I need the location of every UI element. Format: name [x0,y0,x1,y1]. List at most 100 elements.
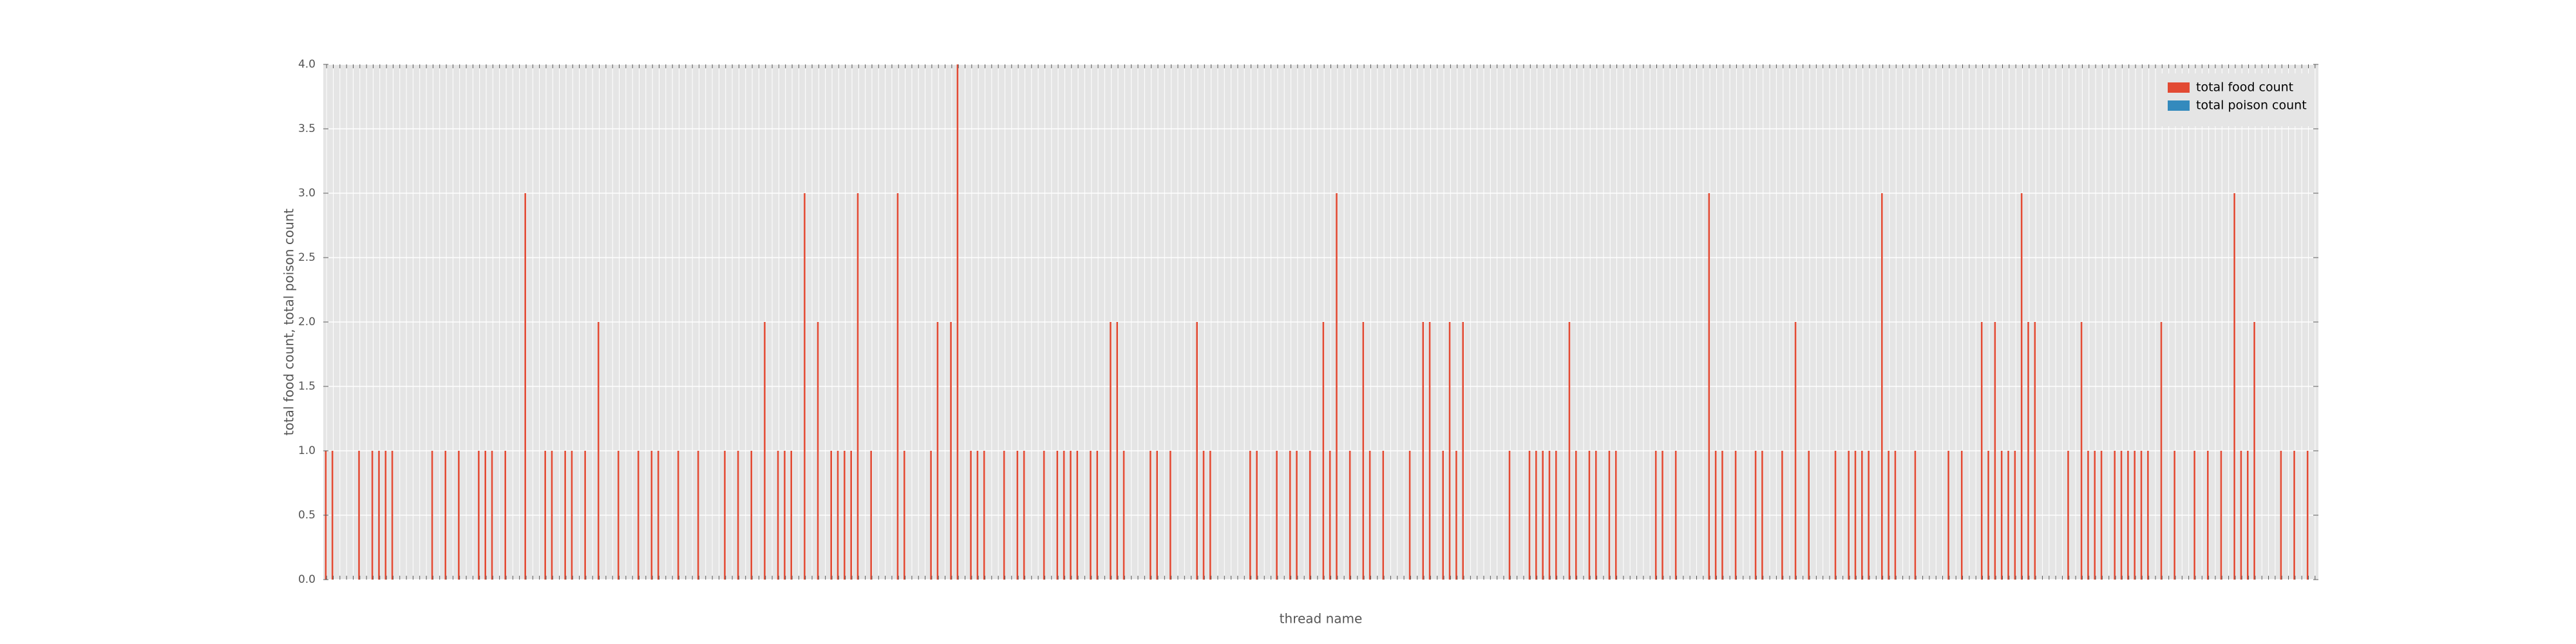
bar [484,451,487,580]
bar [378,451,380,580]
bar [2000,451,2003,580]
bar [784,451,786,580]
bar [1016,451,1019,580]
bar [1994,322,1996,580]
bar [2087,451,2089,580]
bar [1508,451,1511,580]
bar [571,451,573,580]
bar [817,322,819,580]
bar [1170,451,1171,580]
bar [2253,322,2255,580]
bar [1868,451,1870,580]
bar [391,451,393,580]
bar [1708,193,1710,580]
bar [2014,451,2016,580]
bar [2134,451,2136,580]
bar [2220,451,2222,580]
bar [1382,451,1385,580]
bar [657,451,659,580]
bar [2100,451,2103,580]
bar [478,451,480,580]
legend: total food count total poison count [2161,73,2309,126]
bar [976,451,979,580]
bar [2147,451,2149,580]
bar [1848,451,1850,580]
bar [724,451,726,580]
bar [544,451,546,580]
legend-label: total food count [2196,80,2293,95]
legend-swatch [2168,100,2190,111]
y-tick-label: 1.0 [298,444,316,457]
bar [2280,451,2282,580]
bar [750,451,753,580]
y-tick-label: 2.0 [298,316,316,328]
bar [2293,451,2295,580]
bar [1548,451,1551,580]
bar [1196,322,1198,580]
bar [1368,451,1371,580]
bar [1555,451,1557,580]
bar [491,451,493,580]
bar [1329,451,1331,580]
bar [1721,451,1723,580]
y-tick-label: 3.0 [298,187,316,200]
bar [1528,451,1531,580]
bar [2027,322,2029,580]
bar [2067,451,2069,580]
bar [617,451,620,580]
bar [2140,451,2143,580]
bar [1781,451,1783,580]
bar [1276,451,1278,580]
bar [584,451,586,580]
bar [1090,451,1092,580]
bar [870,451,872,580]
bar [1834,451,1837,580]
bar [1654,451,1657,580]
bar [1854,451,1857,580]
bar [2007,451,2009,580]
bar [1408,451,1411,580]
bar [1568,322,1571,580]
bar [950,322,952,580]
bar [637,451,639,580]
bar [2034,322,2036,580]
bar [1575,451,1577,580]
bar [1987,451,1989,580]
bar [1894,451,1897,580]
bar [358,451,360,580]
bar [1296,451,1298,580]
bar [2114,451,2116,580]
bar [970,451,972,580]
bar [1256,451,1258,580]
bar [677,451,679,580]
bar [444,451,447,580]
bar [1422,322,1425,580]
bar [697,451,699,580]
bar [1674,451,1677,580]
bar [2306,451,2309,580]
legend-box [2161,73,2309,126]
bar [1289,451,1291,580]
bar [1608,451,1611,580]
bar [1588,451,1591,580]
bar [1881,193,1883,580]
bar [2174,451,2175,580]
bar [1960,451,1963,580]
bar [1122,451,1125,580]
bar [1754,451,1757,580]
bar [1043,451,1045,580]
bar [2080,322,2083,580]
bar [1535,451,1537,580]
bar [1309,451,1311,580]
bar [1070,451,1072,580]
y-tick-label: 1.5 [298,380,316,393]
bar [1455,451,1457,580]
bar [956,64,959,580]
y-tick-label: 0.0 [298,573,316,586]
bar [983,451,985,580]
bar [431,451,433,580]
bar [371,451,374,580]
bar [1914,451,1917,580]
bar [2160,322,2163,580]
